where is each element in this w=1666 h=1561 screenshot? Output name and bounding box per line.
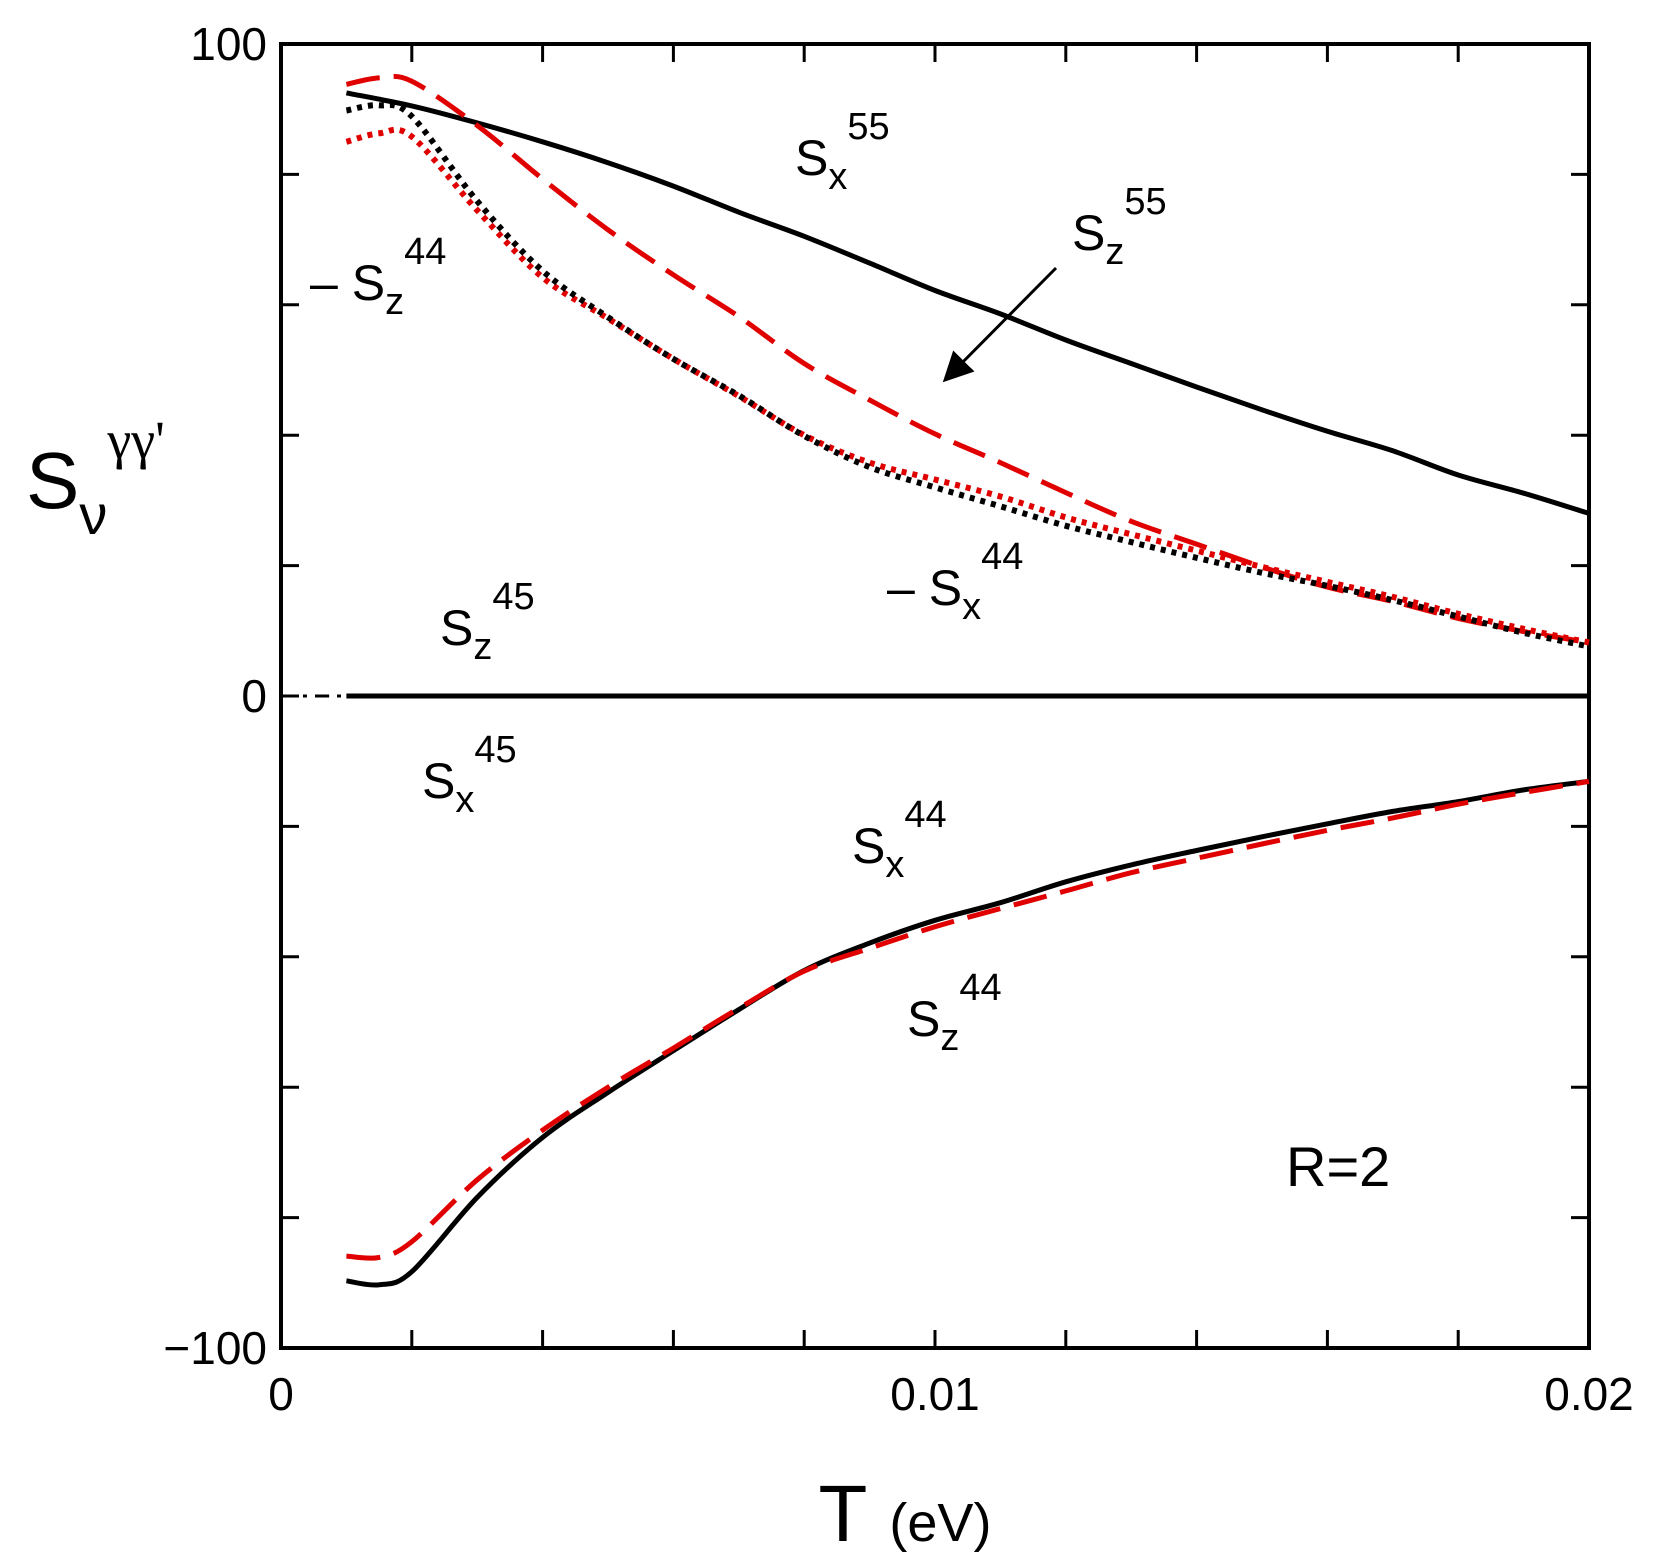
ann-msx44: – Sx44	[887, 536, 1023, 628]
x-tick-label: 0.02	[1544, 1368, 1634, 1420]
series-sx55	[345, 90, 1590, 516]
y-axis-title: Sνγγ'	[26, 410, 165, 546]
series-sx44	[345, 778, 1590, 1288]
y-tick-label: −100	[163, 1322, 267, 1374]
sz55-arrow	[942, 266, 1058, 383]
ann-sx44: Sx44	[852, 794, 947, 886]
series-sz44	[346, 778, 1590, 1261]
parameter-label: R=2	[1286, 1135, 1390, 1198]
series-sz44	[345, 126, 1590, 646]
series-sz55	[345, 73, 1590, 645]
series-layer	[281, 73, 1590, 1288]
ann-sz44: Sz44	[907, 967, 1002, 1059]
ann-sx55: Sx55	[795, 106, 890, 198]
ann-sz45: Sz45	[440, 576, 535, 668]
x-tick-label: 0	[268, 1368, 294, 1420]
x-tick-label: 0.01	[890, 1368, 980, 1420]
series-sx44	[345, 102, 1590, 650]
axis-ticks	[279, 42, 1591, 1350]
y-tick-label: 100	[190, 18, 267, 70]
x-axis-title: T (eV)	[819, 1469, 992, 1558]
y-tick-label: 0	[241, 670, 267, 722]
ann-msz44: – Sz44	[310, 231, 446, 323]
ann-sx45: Sx45	[422, 729, 517, 821]
ann-sz55: Sz55	[1072, 181, 1167, 273]
